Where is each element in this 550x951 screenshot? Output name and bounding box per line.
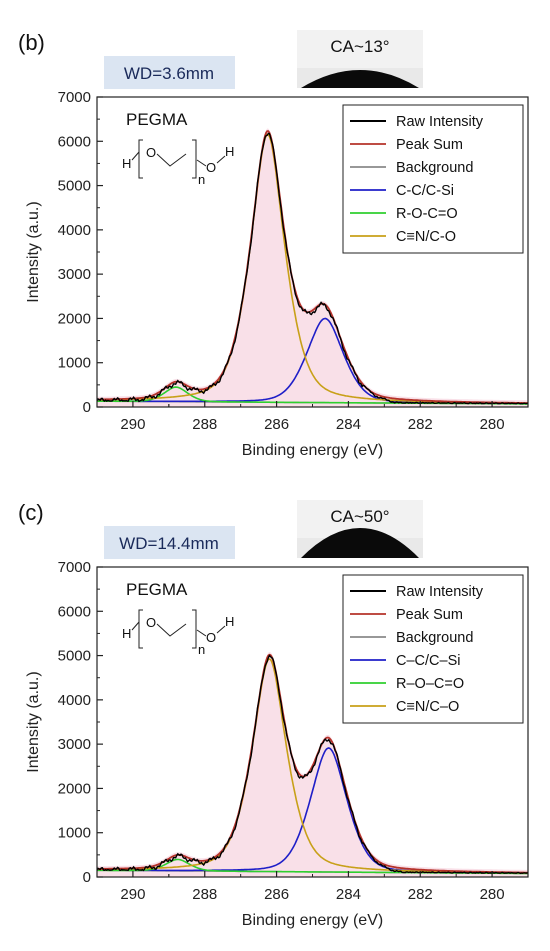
struct-bracket-right — [192, 139, 197, 179]
y-tick-label: 4000 — [58, 692, 91, 709]
legend-entry: C-C/C-Si — [396, 183, 454, 199]
panel-label: (b) — [18, 30, 45, 55]
struct-bond — [216, 155, 226, 164]
x-axis-title: Binding energy (eV) — [242, 912, 383, 929]
struct-o-right: O — [206, 630, 216, 645]
legend-entry: Peak Sum — [396, 607, 463, 623]
struct-h-left: H — [122, 626, 131, 641]
xps-panel-b: (b) WD=3.6mm CA~13° 0 1000 2000 3000 4000 5000 60… — [0, 0, 550, 470]
struct-subscript: n — [198, 642, 205, 657]
x-tick-label: 288 — [192, 416, 217, 433]
legend-entry: C≡N/C–O — [396, 699, 459, 715]
series-peak-sum — [97, 130, 528, 404]
y-tick-label: 7000 — [58, 559, 91, 576]
x-axis-title: Binding energy (eV) — [242, 442, 383, 459]
y-tick-label: 0 — [83, 869, 91, 886]
wd-label: WD=14.4mm — [119, 534, 219, 553]
struct-h-right: H — [225, 614, 234, 629]
series-raw-intensity — [97, 654, 528, 875]
y-tick-label: 6000 — [58, 133, 91, 150]
y-tick-label: 2000 — [58, 780, 91, 797]
x-tick-label: 282 — [408, 416, 433, 433]
struct-subscript: n — [198, 172, 205, 187]
legend-entry: R–O–C=O — [396, 676, 464, 692]
x-tick-label: 290 — [120, 416, 145, 433]
y-tick-label: 2000 — [58, 310, 91, 327]
y-tick-label: 3000 — [58, 736, 91, 753]
struct-chain — [156, 153, 187, 167]
x-tick-label: 282 — [408, 886, 433, 903]
struct-o-right: O — [206, 160, 216, 175]
series-peak-sum — [97, 653, 528, 874]
struct-o-left: O — [146, 615, 156, 630]
wd-box — [104, 526, 235, 559]
struct-h-right: H — [225, 144, 234, 159]
struct-bond — [196, 629, 207, 637]
y-tick-label: 1000 — [58, 355, 91, 372]
struct-bond — [216, 625, 226, 634]
struct-chain — [156, 623, 187, 637]
struct-bond — [131, 151, 140, 161]
chart-b: (b) WD=3.6mm CA~13° 0 1000 2000 3000 4000 5000 60… — [18, 30, 529, 459]
legend-entry: Raw Intensity — [396, 584, 484, 600]
struct-o-left: O — [146, 145, 156, 160]
fit-envelope-shade — [97, 128, 528, 407]
legend: Raw Intensity Peak Sum Background C-C/C-Si R… — [342, 104, 524, 254]
struct-bond — [196, 159, 207, 167]
legend-entry: Peak Sum — [396, 137, 463, 153]
y-tick-label: 4000 — [58, 222, 91, 239]
droplet-shape — [301, 70, 419, 88]
y-tick-label: 7000 — [58, 89, 91, 106]
struct-bond — [131, 621, 140, 631]
y-axis-title: Intensity (a.u.) — [25, 201, 42, 302]
x-tick-label: 280 — [480, 886, 505, 903]
x-tick-label: 280 — [480, 416, 505, 433]
x-tick-label: 284 — [336, 416, 361, 433]
struct-bracket-right — [192, 609, 197, 649]
legend-box — [342, 574, 524, 724]
contact-angle-image — [297, 500, 423, 558]
wd-box — [104, 56, 235, 89]
legend-entry: R-O-C=O — [396, 206, 458, 222]
xps-panel-c: (c) WD=14.4mm CA~50° 0 1000 2000 3000 4000 5000 6… — [0, 470, 550, 940]
y-tick-label: 5000 — [58, 648, 91, 665]
panel-label: (c) — [18, 500, 44, 525]
legend-entry: Raw Intensity — [396, 114, 484, 130]
contact-angle-label: CA~50° — [330, 507, 389, 526]
legend: Raw Intensity Peak Sum Background C–C/C–Si R… — [342, 574, 524, 724]
y-axis-title: Intensity (a.u.) — [25, 671, 42, 772]
struct-h-left: H — [122, 156, 131, 171]
wd-label: WD=3.6mm — [124, 64, 214, 83]
legend-entry: Background — [396, 630, 473, 646]
legend-box — [342, 104, 524, 254]
contact-angle-image — [297, 30, 423, 88]
plot-lines — [97, 652, 528, 877]
x-tick-label: 286 — [264, 416, 289, 433]
plot-lines — [97, 128, 528, 407]
struct-bracket-left — [138, 609, 143, 649]
sample-label: PEGMA — [126, 580, 188, 599]
y-tick-label: 1000 — [58, 825, 91, 842]
contact-angle-label: CA~13° — [330, 37, 389, 56]
y-tick-label: 6000 — [58, 603, 91, 620]
droplet-shape — [301, 528, 419, 558]
sample-label: PEGMA — [126, 110, 188, 129]
y-tick-label: 0 — [83, 399, 91, 416]
chart-c: (c) WD=14.4mm CA~50° 0 1000 2000 3000 4000 5000 6… — [18, 500, 529, 929]
x-tick-label: 286 — [264, 886, 289, 903]
struct-bracket-left — [138, 139, 143, 179]
y-tick-label: 5000 — [58, 178, 91, 195]
legend-entry: C–C/C–Si — [396, 653, 460, 669]
x-tick-label: 284 — [336, 886, 361, 903]
series-raw-intensity — [97, 132, 528, 405]
x-tick-label: 288 — [192, 886, 217, 903]
droplet-sky — [297, 30, 423, 68]
legend-entry: C≡N/C-O — [396, 229, 456, 245]
y-tick-label: 3000 — [58, 266, 91, 283]
legend-entry: Background — [396, 160, 473, 176]
x-tick-label: 290 — [120, 886, 145, 903]
